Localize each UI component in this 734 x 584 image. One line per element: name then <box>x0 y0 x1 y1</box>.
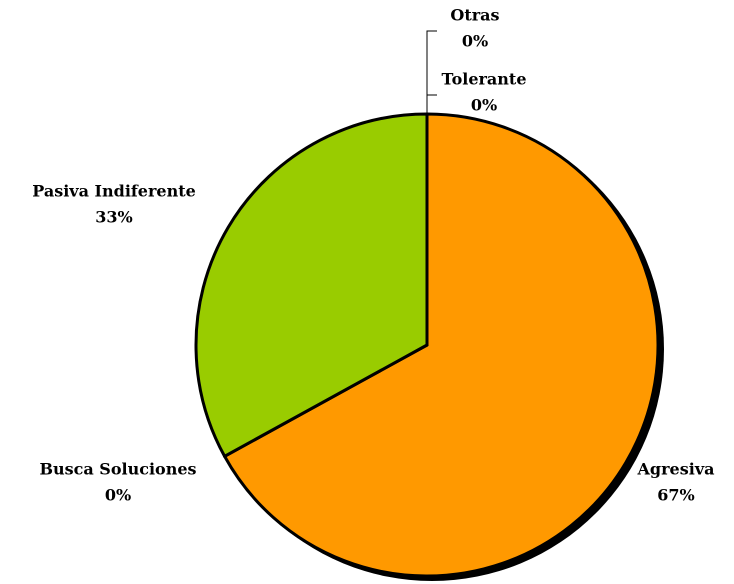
slice-value-label: 0% <box>105 486 131 505</box>
slice-label: Agresiva <box>637 460 715 479</box>
slice-label: Busca Soluciones <box>39 460 196 479</box>
slice-value-label: 0% <box>462 32 488 51</box>
slice-label: Pasiva Indiferente <box>32 182 196 201</box>
slice-label: Tolerante <box>442 70 527 89</box>
pie-slice <box>223 112 660 578</box>
slice-value-label: 33% <box>95 208 132 227</box>
slice-value-label: 67% <box>657 486 694 505</box>
labels: Agresiva 67% Busca Soluciones 0% Pasiva Indi… <box>32 6 714 505</box>
pie-slice <box>194 112 429 458</box>
leader-line <box>426 30 437 114</box>
slice-label: Otras <box>450 6 499 25</box>
pie <box>194 112 660 578</box>
leader-line <box>426 94 437 114</box>
slice-value-label: 0% <box>471 96 497 115</box>
